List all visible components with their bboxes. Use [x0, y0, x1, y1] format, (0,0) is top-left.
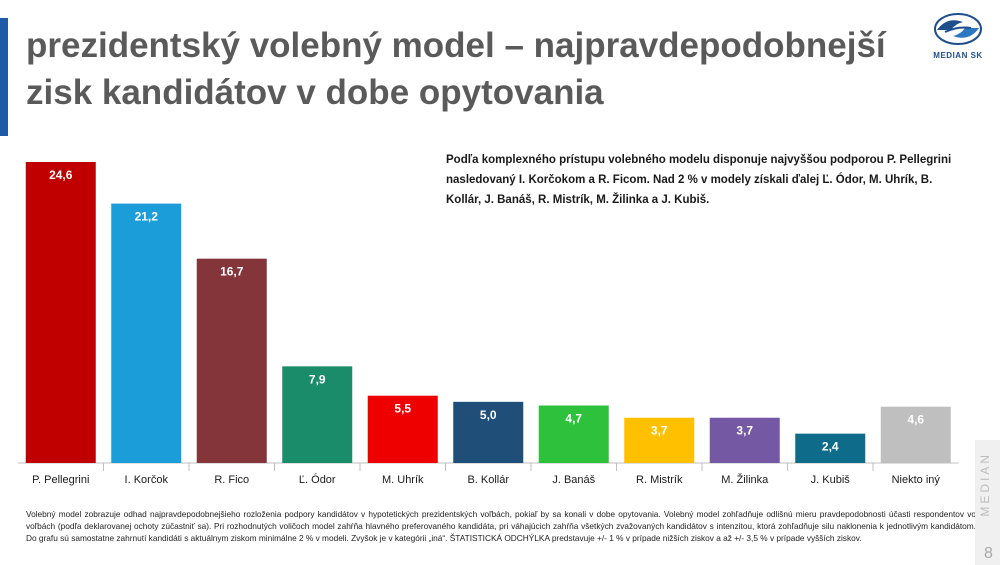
value-label-10: 2,4	[822, 440, 839, 454]
category-label-6: B. Kollár	[467, 474, 509, 486]
title-accent-bar	[0, 18, 8, 136]
category-label-5: M. Uhrík	[382, 474, 424, 486]
value-label-3: 16,7	[220, 265, 244, 279]
bar-chart: 24,6 P. Pellegrini 21,2 I. Korčok 16,7 R. Fic…	[18, 162, 959, 486]
category-label-9: M. Žilinka	[721, 473, 769, 486]
page-number: 8	[984, 545, 993, 562]
median-logo: MEDIAN SK	[930, 12, 986, 60]
logo-text: MEDIAN SK	[933, 51, 983, 60]
category-label-8: R. Mistrík	[636, 474, 683, 486]
bar-1	[25, 162, 96, 463]
bar-6	[453, 401, 524, 463]
bar-10	[795, 433, 866, 463]
value-label-4: 7,9	[309, 372, 326, 386]
value-label-2: 21,2	[135, 210, 159, 224]
category-label-1: P. Pellegrini	[32, 474, 89, 486]
bar-8	[624, 417, 695, 463]
category-label-3: R. Fico	[214, 474, 249, 486]
value-label-9: 3,7	[736, 424, 753, 438]
value-label-8: 3,7	[651, 424, 668, 438]
median-logo-icon	[934, 13, 982, 45]
category-label-7: J. Banáš	[552, 474, 595, 486]
category-label-4: Ľ. Ódor	[299, 473, 336, 486]
category-label-2: I. Korčok	[125, 474, 169, 486]
side-brand-label: MEDIAN	[978, 452, 992, 517]
side-strip	[975, 440, 1000, 565]
bar-3	[196, 258, 267, 463]
value-label-11: 4,6	[907, 413, 924, 427]
bar-4	[282, 366, 353, 463]
chart-description: Podľa komplexného prístupu volebného mod…	[446, 154, 952, 206]
bar-11	[880, 406, 951, 463]
value-label-5: 5,5	[394, 402, 411, 416]
page-title: prezidentský volebný model – najpravdepo…	[26, 26, 886, 112]
value-label-1: 24,6	[49, 168, 73, 182]
bar-5	[367, 395, 438, 463]
bar-9	[709, 417, 780, 463]
category-label-10: J. Kubiš	[811, 474, 851, 486]
value-label-6: 5,0	[480, 408, 497, 422]
category-label-11: Niekto iný	[892, 474, 941, 486]
bar-7	[538, 405, 609, 463]
methodology-footnote: Volebný model zobrazuje odhad najpravdep…	[26, 509, 976, 543]
value-label-7: 4,7	[565, 411, 582, 425]
bar-2	[111, 203, 182, 463]
